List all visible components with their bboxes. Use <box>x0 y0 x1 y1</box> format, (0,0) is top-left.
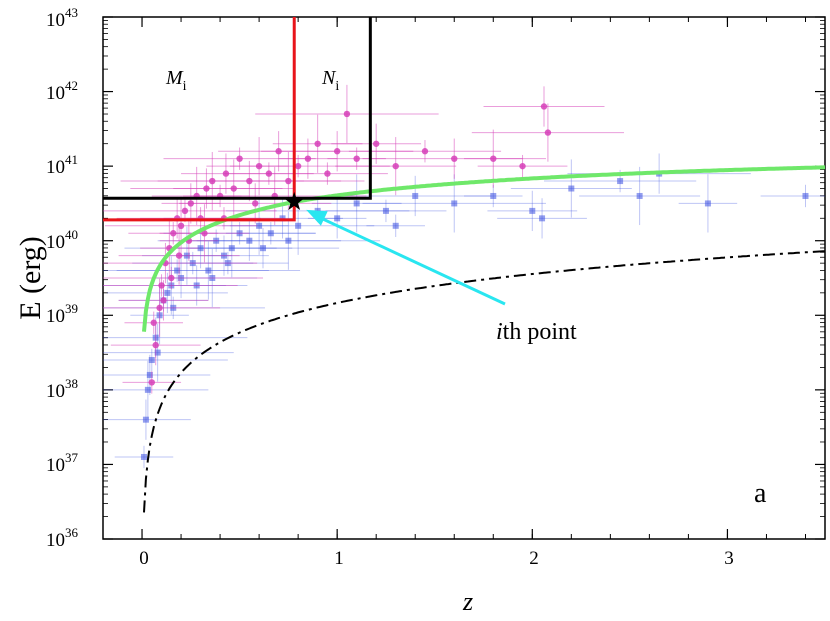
magenta-point <box>160 297 167 304</box>
magenta-point <box>150 319 157 326</box>
magenta-point <box>324 170 331 177</box>
blue-point <box>617 178 624 185</box>
x-axis-label: z <box>462 587 473 616</box>
blue-point <box>392 222 399 229</box>
blue-point <box>568 185 575 192</box>
x-tick-labels: 0 1 2 3 <box>139 548 734 569</box>
blue-point <box>228 245 235 252</box>
x-tick-label: 3 <box>724 548 734 569</box>
x-tick-label: 0 <box>139 548 149 569</box>
blue-point <box>148 357 155 364</box>
red-region-box <box>103 17 296 222</box>
magenta-point <box>353 155 360 162</box>
blue-point <box>490 192 497 199</box>
blue-point <box>154 349 161 356</box>
dashdot-curve <box>143 250 825 513</box>
magenta-point <box>451 155 458 162</box>
panel-label: a <box>754 478 767 509</box>
magenta-point <box>236 155 243 162</box>
blue-point <box>146 371 153 378</box>
magenta-point <box>333 148 341 155</box>
magenta-point <box>392 162 399 170</box>
magenta-point <box>230 185 237 192</box>
axis-ticks <box>102 16 825 540</box>
region-label-n: Ni <box>321 67 339 94</box>
y-tick-label: 1042 <box>46 78 78 104</box>
magenta-point <box>294 162 302 170</box>
magenta-point <box>201 230 208 237</box>
blue-point <box>529 207 536 214</box>
blue-point <box>285 237 292 244</box>
blue-point <box>704 200 711 207</box>
blue-point <box>205 267 212 274</box>
blue-point <box>295 222 302 229</box>
blue-point <box>451 200 458 207</box>
magenta-point <box>421 148 429 155</box>
blue-point <box>802 192 809 199</box>
y-tick-labels: 1036 1037 1038 1039 1040 1041 1042 1043 <box>46 5 79 551</box>
cyan-arrow-head <box>306 209 328 226</box>
blue-point <box>260 245 267 252</box>
magenta-point <box>314 140 321 147</box>
blue-point <box>334 215 341 222</box>
blue-point <box>142 416 149 423</box>
blue-point <box>256 222 263 229</box>
blue-point <box>353 200 360 207</box>
magenta-point <box>490 155 497 162</box>
magenta-point <box>540 103 548 110</box>
magenta-series <box>103 84 625 394</box>
y-axis-label: E (erg) <box>14 236 47 320</box>
x-tick-label: 2 <box>529 548 539 569</box>
magenta-point <box>343 110 351 118</box>
blue-point <box>144 386 151 393</box>
ith-point-star-icon <box>284 191 304 210</box>
y-tick-label: 1038 <box>46 376 78 402</box>
blue-point <box>412 192 419 199</box>
magenta-point <box>544 129 552 136</box>
y-tick-label: 1037 <box>46 450 79 476</box>
blue-point <box>140 453 147 460</box>
magenta-point <box>156 304 163 312</box>
magenta-point <box>175 252 183 259</box>
black-region-box <box>103 17 372 200</box>
magenta-point <box>181 207 189 215</box>
blue-point <box>197 245 204 252</box>
blue-point <box>164 289 171 296</box>
y-tick-label: 1036 <box>46 525 79 551</box>
x-tick-label: 1 <box>334 548 344 569</box>
blue-point <box>174 267 181 274</box>
blue-point <box>539 215 546 222</box>
y-tick-label: 1043 <box>46 5 78 31</box>
magenta-point <box>372 140 380 147</box>
magenta-point <box>152 341 159 349</box>
y-tick-label: 1041 <box>46 152 78 178</box>
cyan-arrow <box>315 214 506 306</box>
magenta-point <box>285 177 292 185</box>
magenta-point <box>252 200 259 207</box>
ith-point-label: ith point <box>496 319 577 345</box>
magenta-point <box>168 274 175 282</box>
blue-point <box>636 192 643 199</box>
blue-point <box>246 237 253 244</box>
blue-point <box>267 230 274 237</box>
green-threshold-curve <box>142 165 825 332</box>
y-tick-label: 1039 <box>46 301 78 327</box>
region-label-m: Mi <box>165 67 187 94</box>
blue-point <box>382 207 389 214</box>
magenta-point <box>148 379 155 386</box>
data-layer <box>103 17 825 513</box>
y-tick-label: 1040 <box>46 227 78 253</box>
magenta-point <box>519 162 526 170</box>
magenta-point <box>304 155 312 162</box>
